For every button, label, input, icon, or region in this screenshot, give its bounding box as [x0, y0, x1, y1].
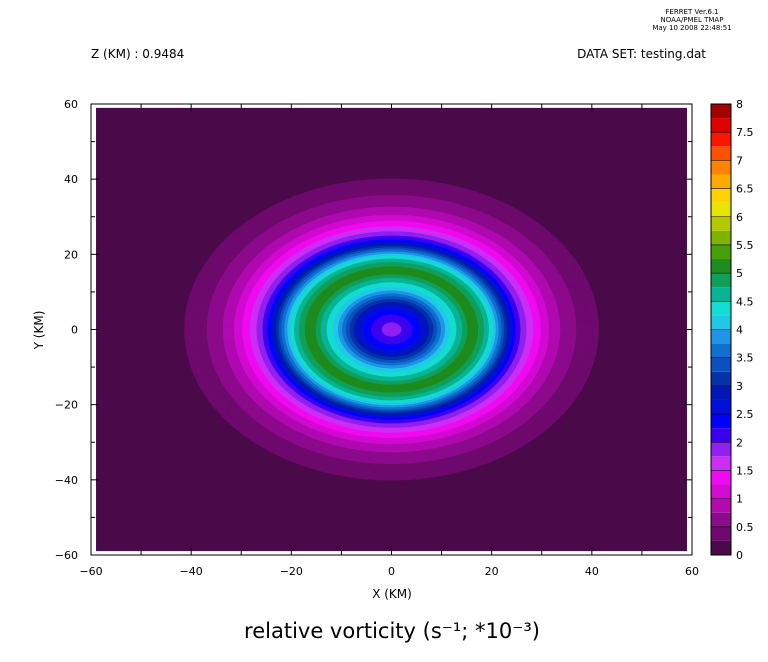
colorbar-swatch [711, 301, 731, 316]
y-tick-label: 0 [71, 324, 78, 337]
filled-contours [96, 107, 687, 552]
stamp-organization: NOAA/PMEL TMAP [660, 16, 724, 24]
colorbar-label: 6.5 [736, 183, 754, 196]
dataset-label: DATA SET: testing.dat [577, 47, 706, 61]
colorbar-swatch [711, 104, 731, 119]
colorbar-swatch [711, 484, 731, 499]
colorbar-label: 7 [736, 154, 743, 167]
y-tick-label: 20 [64, 248, 78, 261]
colorbar-swatch [711, 287, 731, 302]
colorbar-label: 3.5 [736, 352, 754, 365]
colorbar-swatch [711, 399, 731, 415]
y-tick-label: −20 [55, 399, 78, 412]
colorbar-swatch [711, 188, 731, 203]
contour-band-7 [388, 327, 395, 332]
colorbar-label: 5 [736, 267, 743, 280]
colorbar-label: 3 [736, 380, 743, 393]
colorbar-swatch [711, 259, 731, 274]
y-tick-label: 40 [64, 173, 78, 186]
colorbar: 0 0.5 1 1.5 2 2.5 3 3.5 4 4.5 5 5.5 6 6.5 7 7.5 8 [710, 98, 754, 562]
x-tick-label: 20 [485, 565, 499, 578]
colorbar-label: 2.5 [736, 408, 754, 421]
x-tick-label: 0 [388, 565, 395, 578]
x-tick-label: −60 [79, 565, 102, 578]
y-tick-label: −60 [55, 549, 78, 562]
chart-title: relative vorticity (s⁻¹; *10⁻³) [244, 619, 540, 643]
stamp-version: FERRET Ver.6.1 [665, 8, 719, 16]
colorbar-swatch [711, 118, 731, 133]
colorbar-swatch [711, 540, 731, 555]
colorbar-label: 1 [736, 493, 743, 506]
colorbar-swatch [711, 174, 731, 189]
ferret-version-stamp: FERRET Ver.6.1 NOAA/PMEL TMAP May 10 200… [632, 8, 752, 32]
colorbar-label: 1.5 [736, 464, 754, 477]
colorbar-swatch [711, 512, 731, 527]
colorbar-swatch [711, 273, 731, 288]
colorbar-label: 0.5 [736, 521, 754, 534]
colorbar-swatch [711, 414, 731, 429]
y-axis: −60 −40 −20 0 20 40 60 [55, 98, 692, 562]
colorbar-label: 4.5 [736, 295, 754, 308]
colorbar-label: 0 [736, 549, 743, 562]
colorbar-label: 6 [736, 211, 743, 224]
colorbar-swatch [711, 146, 731, 161]
colorbar-swatch [711, 371, 731, 386]
colorbar-swatch [711, 385, 731, 400]
colorbar-swatch [711, 470, 731, 485]
colorbar-swatch [711, 216, 731, 231]
x-tick-label: −40 [180, 565, 203, 578]
colorbar-swatch [711, 343, 731, 358]
x-tick-label: 60 [685, 565, 699, 578]
z-level-label: Z (KM) : 0.9484 [91, 47, 185, 61]
colorbar-swatch [711, 132, 731, 147]
stamp-date: May 10 2008 22:48:51 [652, 24, 732, 32]
colorbar-swatch [711, 244, 731, 260]
colorbar-swatch [711, 526, 731, 541]
colorbar-swatch [711, 442, 731, 457]
colorbar-swatch [711, 498, 731, 513]
x-axis-label: X (KM) [372, 587, 412, 601]
colorbar-label: 7.5 [736, 126, 754, 139]
x-axis: −60 −40 −20 0 20 40 60 [79, 104, 699, 578]
colorbar-swatch [711, 329, 731, 344]
colorbar-swatch [711, 456, 731, 471]
colorbar-swatch [711, 315, 731, 330]
y-tick-label: −40 [55, 474, 78, 487]
x-tick-label: 40 [585, 565, 599, 578]
x-tick-label: −20 [280, 565, 303, 578]
colorbar-swatch [711, 428, 731, 443]
colorbar-label: 5.5 [736, 239, 754, 252]
colorbar-label: 2 [736, 436, 743, 449]
colorbar-swatch [711, 230, 731, 245]
y-tick-label: 60 [64, 98, 78, 111]
colorbar-label: 8 [736, 98, 743, 111]
y-axis-label: Y (KM) [32, 311, 46, 351]
colorbar-swatch [711, 202, 731, 217]
colorbar-swatch [711, 160, 731, 175]
colorbar-swatch [711, 357, 731, 372]
colorbar-label: 4 [736, 324, 743, 337]
